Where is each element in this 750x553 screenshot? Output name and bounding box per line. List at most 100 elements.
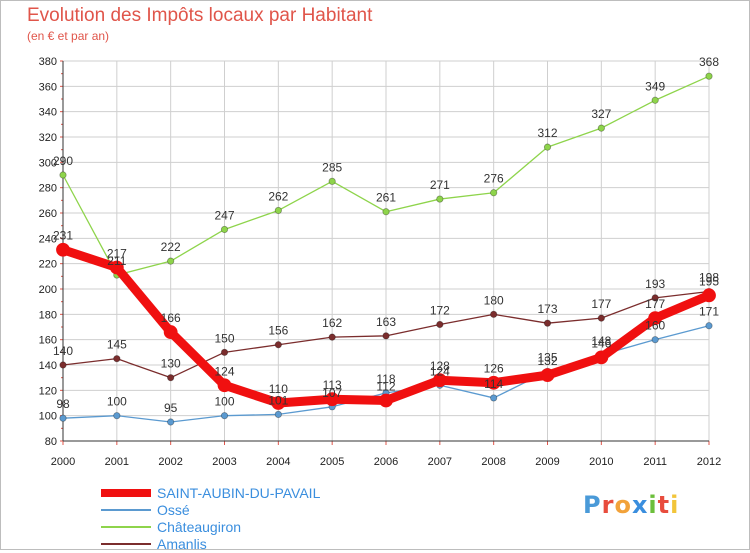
legend-swatch	[101, 489, 151, 497]
legend-swatch	[101, 543, 151, 545]
data-label: 128	[430, 359, 450, 373]
data-label: 217	[107, 246, 127, 260]
data-point	[109, 260, 124, 275]
data-point	[220, 348, 229, 356]
data-point	[705, 322, 713, 330]
data-point	[543, 319, 552, 327]
data-label: 271	[430, 178, 450, 192]
data-point	[490, 189, 498, 197]
data-point	[220, 412, 229, 420]
data-label: 163	[376, 315, 396, 329]
legend-swatch	[101, 526, 151, 528]
logo-letter: x	[631, 491, 649, 519]
data-point	[432, 373, 447, 388]
x-tick-label: 2000	[51, 456, 75, 468]
y-tick-label: 120	[39, 385, 57, 397]
data-label: 285	[322, 160, 342, 174]
y-tick-label: 160	[39, 335, 57, 347]
data-label: 124	[214, 364, 234, 378]
legend-swatch	[101, 509, 151, 511]
data-label: 327	[591, 107, 611, 121]
data-point	[597, 314, 605, 322]
data-point	[702, 288, 716, 303]
logo-letter: o	[614, 491, 632, 519]
data-label: 112	[376, 379, 395, 393]
data-point	[167, 374, 175, 382]
data-point	[651, 294, 659, 302]
data-label: 198	[699, 271, 719, 285]
data-label: 177	[645, 297, 665, 311]
data-point	[436, 195, 444, 203]
data-point	[59, 361, 67, 369]
y-tick-label: 200	[39, 284, 57, 296]
data-label: 231	[53, 229, 73, 243]
data-labels: 98 100 95 100 101 107 118 124 114 135 148 160 171 290…	[53, 55, 719, 415]
data-label: 146	[591, 336, 611, 350]
x-tick-label: 2010	[589, 456, 613, 468]
data-label: 262	[268, 189, 288, 203]
data-point	[543, 143, 552, 151]
x-tick-label: 2006	[374, 456, 398, 468]
logo-letter: t	[657, 491, 671, 519]
x-tick-label: 2011	[643, 456, 667, 468]
data-label: 150	[214, 331, 234, 345]
data-label: 98	[56, 397, 70, 411]
data-point	[274, 206, 282, 215]
data-label: 114	[484, 377, 503, 391]
data-label: 124	[430, 364, 450, 378]
data-label: 349	[645, 79, 665, 93]
data-point	[163, 325, 178, 339]
data-point	[274, 410, 282, 418]
data-label: 100	[107, 395, 127, 409]
data-label: 110	[269, 382, 288, 396]
data-point	[490, 394, 498, 402]
data-label: 193	[645, 277, 665, 291]
data-label: 166	[161, 311, 181, 325]
x-tick-label: 2009	[535, 456, 559, 468]
data-point	[59, 414, 67, 422]
data-point	[113, 355, 121, 363]
data-label: 100	[214, 395, 234, 409]
x-tick-label: 2003	[212, 456, 236, 468]
data-point	[328, 333, 336, 341]
y-tick-label: 240	[39, 233, 57, 245]
chart-subtitle: (en € et par an)	[27, 29, 110, 43]
data-label: 195	[699, 274, 719, 288]
data-label: 290	[53, 154, 73, 168]
y-tick-label: 280	[39, 183, 57, 195]
data-label: 148	[591, 334, 611, 348]
data-label: 145	[107, 338, 127, 352]
y-tick-label: 260	[39, 208, 57, 220]
data-point	[325, 392, 340, 407]
legend-label: Amanlis	[157, 536, 207, 552]
data-point	[651, 96, 659, 104]
logo-letter: i	[670, 491, 680, 519]
legend-label: Châteaugiron	[157, 519, 242, 535]
data-point	[113, 412, 121, 420]
data-label: 261	[376, 191, 396, 205]
data-label: 177	[591, 297, 611, 311]
y-tick-label: 220	[39, 259, 57, 271]
data-point	[486, 375, 501, 390]
data-label: 162	[322, 316, 342, 330]
data-label: 172	[430, 303, 450, 317]
chart-title: Evolution des Impôts locaux par Habitant	[27, 5, 373, 26]
data-label: 140	[53, 344, 73, 358]
data-label: 312	[537, 126, 557, 140]
logo-letter: r	[601, 491, 615, 519]
axes: 8010012014016018020022024026028030032034…	[39, 56, 722, 468]
data-label: 222	[161, 240, 181, 254]
data-label: 132	[537, 354, 557, 368]
data-point	[540, 368, 555, 383]
y-tick-label: 300	[39, 157, 57, 169]
data-label: 160	[645, 319, 665, 333]
y-tick-label: 100	[39, 411, 57, 423]
x-tick-label: 2002	[158, 456, 182, 468]
data-label: 107	[322, 386, 342, 400]
data-label: 118	[376, 372, 395, 386]
data-point	[56, 242, 70, 257]
data-label: 126	[484, 362, 504, 376]
data-label: 95	[164, 401, 178, 415]
y-tick-label: 380	[39, 56, 57, 68]
